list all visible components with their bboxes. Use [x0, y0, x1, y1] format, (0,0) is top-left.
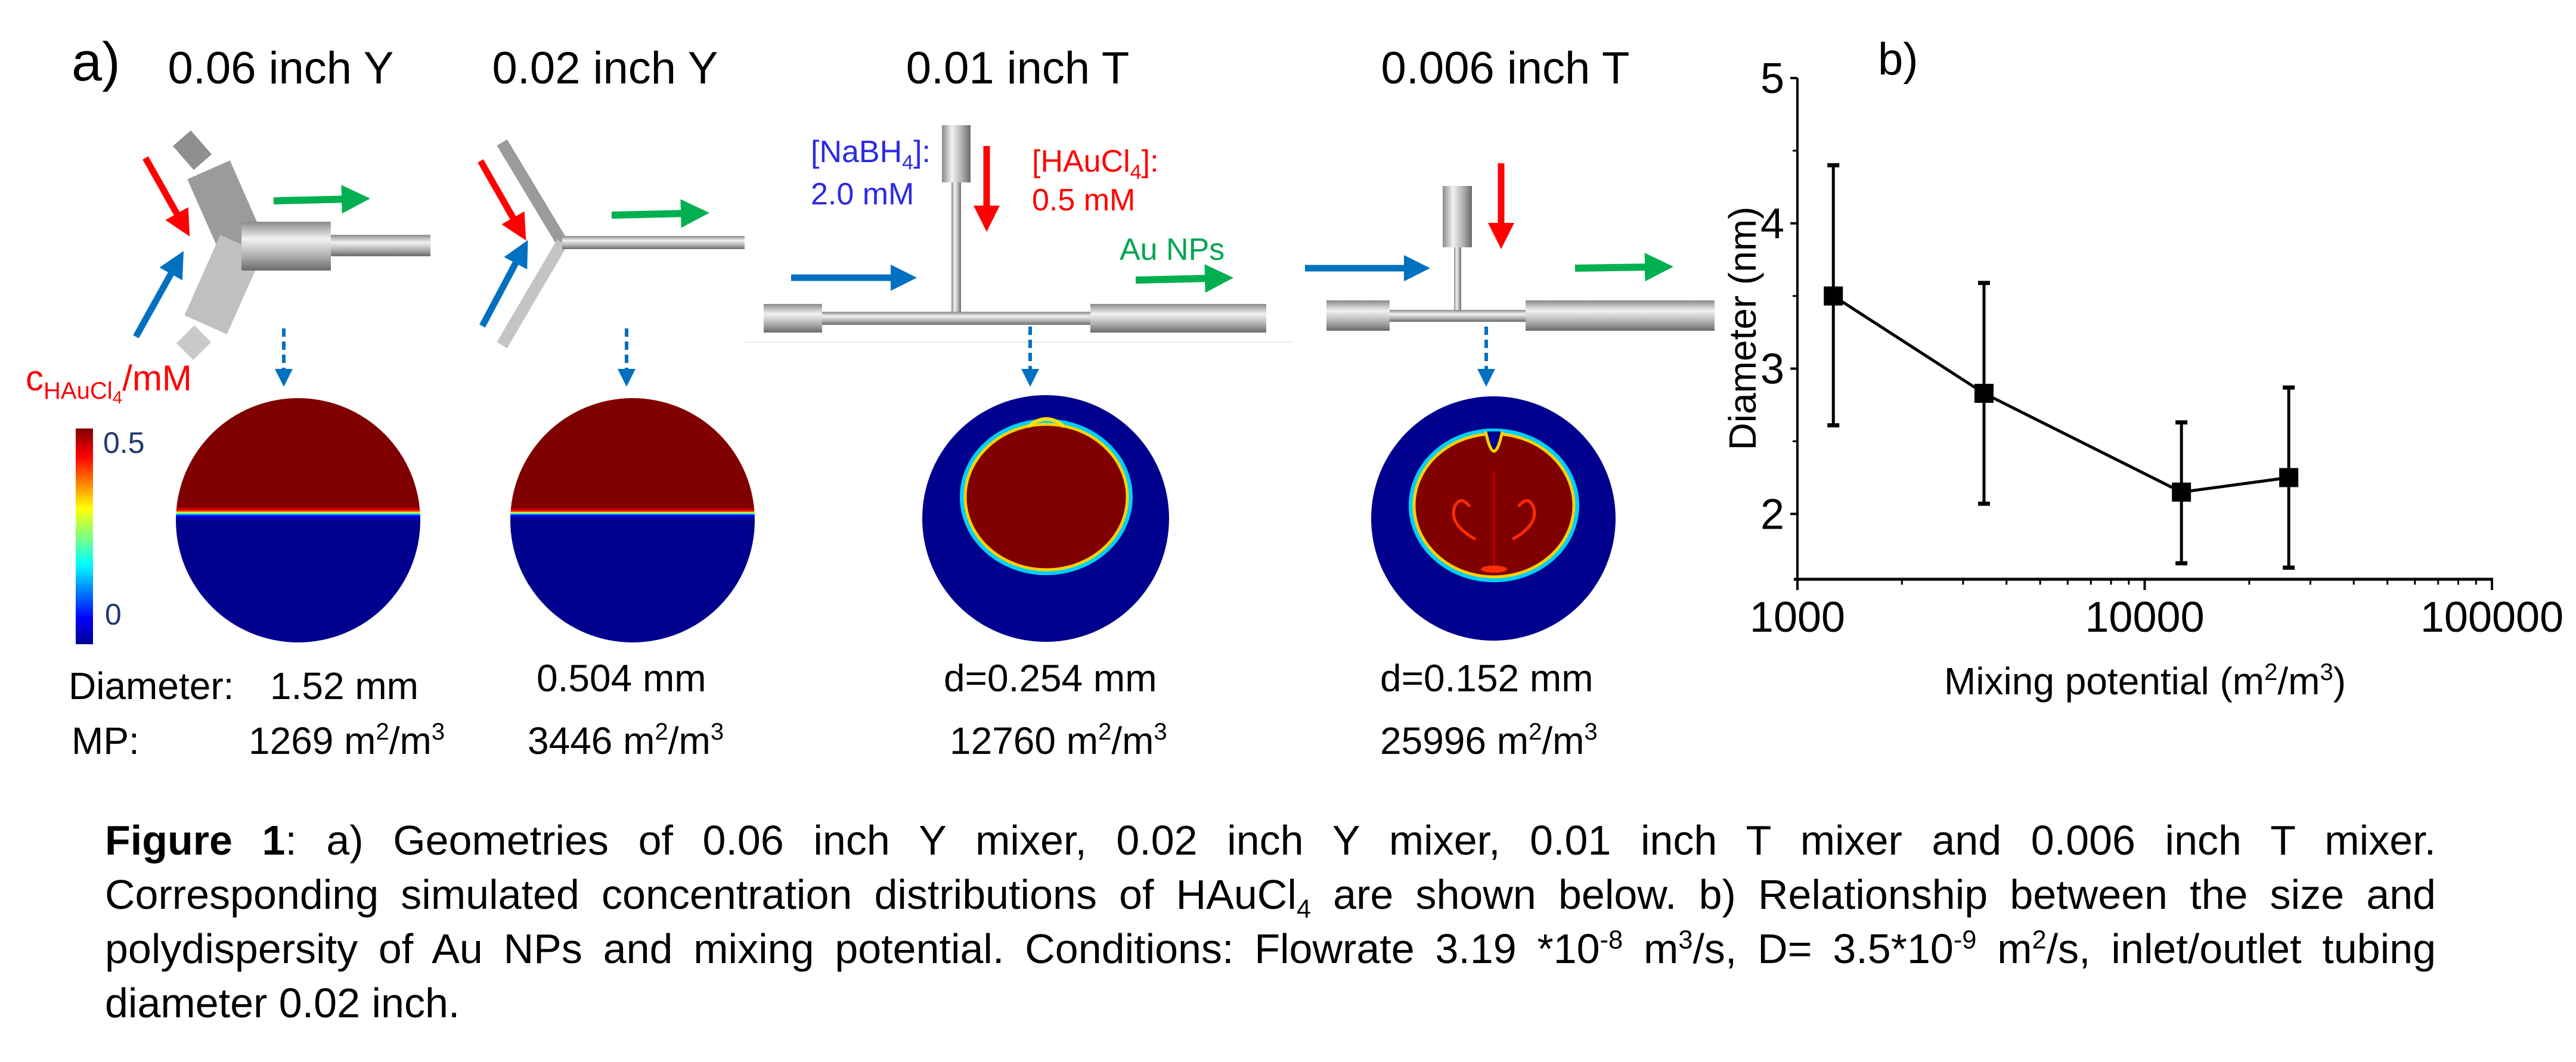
caption-text: m — [1623, 926, 1679, 972]
diameter-value-1: 1.52 mm — [270, 664, 419, 707]
data-point-square — [2279, 468, 2299, 487]
caption-text: diameter 0.02 inch. — [105, 980, 460, 1026]
caption-text: /s, D= 3.5*10 — [1692, 926, 1954, 972]
y-tick-label: 2 — [1760, 490, 1784, 538]
caption-superscript: 3 — [1678, 926, 1693, 955]
colorbar-max-label: 0.5 — [103, 426, 145, 459]
nabh4-label: [NaBH4]: — [811, 135, 931, 174]
caption-superscript: 2 — [2032, 926, 2047, 955]
concentration-map-1 — [176, 398, 420, 642]
concentration-map-3 — [922, 395, 1169, 642]
diameter-value-2: 0.504 mm — [537, 657, 706, 700]
caption-line: diameter 0.02 inch. — [105, 976, 2436, 1030]
mixer-title-4: 0.006 inch T — [1381, 43, 1630, 94]
caption-text: : a) Geometries of 0.06 inch Y mixer, 0.… — [285, 817, 2436, 864]
x-tick-label: 10000 — [2085, 594, 2204, 641]
caption-text: are shown below. b) Relationship between… — [1311, 871, 2436, 918]
caption-superscript: -9 — [1953, 926, 1977, 955]
diameter-row-label: Diameter: — [69, 664, 234, 707]
colorbar-min-label: 0 — [105, 598, 122, 631]
diameter-value-4: d=0.152 mm — [1380, 657, 1594, 700]
outlet-arrow-icon — [1135, 264, 1233, 293]
outlet-arrow-icon — [273, 185, 370, 214]
series-line — [1832, 294, 2289, 494]
y-mixer-geometry-1 — [172, 130, 430, 361]
x-axis-label: Mixing potential (m2/m3) — [1944, 659, 2346, 703]
y-tick-label: 3 — [1760, 346, 1784, 393]
t-mixer-geometry-4 — [1326, 186, 1715, 331]
panel-a-label: a) — [72, 32, 120, 92]
outlet-arrow-icon — [1574, 253, 1673, 282]
data-point-square — [1824, 286, 1843, 306]
caption-text: Corresponding simulated concentration di… — [105, 871, 1297, 918]
caption-line: Figure 1: a) Geometries of 0.06 inch Y m… — [105, 813, 2436, 868]
geometry-table: Diameter: 1.52 mm 0.504 mm d=0.254 mm d=… — [69, 657, 1598, 762]
diameter-vs-mixing-potential-chart: b) 2 3 4 5 1000 10000 100000 Diameter (nm) Mix… — [1721, 34, 2563, 703]
caption-subscript: 4 — [1296, 895, 1312, 924]
t-mixer-geometry-3 — [745, 125, 1294, 343]
caption-text: m — [1976, 926, 2032, 972]
panel-b-label: b) — [1878, 34, 1918, 85]
mp-row-label: MP: — [72, 719, 140, 762]
concentration-map-2 — [510, 398, 755, 642]
haucl4-inlet-arrow-icon — [478, 159, 526, 241]
outlet-arrow-icon — [611, 199, 709, 228]
mp-value-4: 25996 m2/m3 — [1380, 719, 1598, 762]
mp-value-2: 3446 m2/m3 — [528, 719, 724, 762]
haucl4-inlet-arrow-icon — [142, 156, 190, 237]
nabh4-inlet-arrow-icon — [479, 240, 528, 328]
colorbar — [76, 428, 93, 644]
nabh4-concentration: 2.0 mM — [811, 177, 914, 212]
mixer-title-1: 0.06 inch Y — [168, 43, 394, 94]
au-nps-label: Au NPs — [1120, 232, 1225, 267]
y-axis-label: Diameter (nm) — [1721, 207, 1764, 451]
figure-label: Figure 1 — [105, 817, 286, 864]
haucl4-concentration: 0.5 mM — [1032, 183, 1135, 218]
figure-caption: Figure 1: a) Geometries of 0.06 inch Y m… — [105, 813, 2436, 1030]
concentration-map-4 — [1371, 396, 1616, 641]
data-point-square — [1974, 383, 1994, 403]
y-tick-label: 5 — [1760, 55, 1784, 103]
haucl4-label: [HAuCl4]: — [1032, 144, 1159, 184]
mp-value-1: 1269 m2/m3 — [249, 719, 445, 762]
y-tick-label: 4 — [1760, 200, 1784, 248]
caption-text: polydispersity of Au NPs and mixing pote… — [105, 926, 1600, 972]
mixer-title-2: 0.02 inch Y — [492, 43, 718, 94]
mp-value-3: 12760 m2/m3 — [950, 719, 1167, 762]
diameter-value-3: d=0.254 mm — [944, 657, 1157, 700]
caption-line: polydispersity of Au NPs and mixing pote… — [105, 922, 2436, 976]
mixer-title-3: 0.01 inch T — [906, 43, 1130, 94]
caption-text: /s, inlet/outlet tubing — [2046, 926, 2436, 972]
caption-superscript: -8 — [1599, 926, 1623, 955]
nabh4-inlet-arrow-icon — [133, 251, 184, 339]
data-point-square — [2172, 482, 2191, 502]
caption-line: Corresponding simulated concentration di… — [105, 868, 2436, 924]
x-tick-label: 1000 — [1750, 594, 1845, 641]
y-mixer-geometry-2 — [497, 139, 745, 349]
x-tick-label: 100000 — [2420, 594, 2563, 641]
colorbar-title: cHAuCl4/mM — [26, 358, 192, 408]
